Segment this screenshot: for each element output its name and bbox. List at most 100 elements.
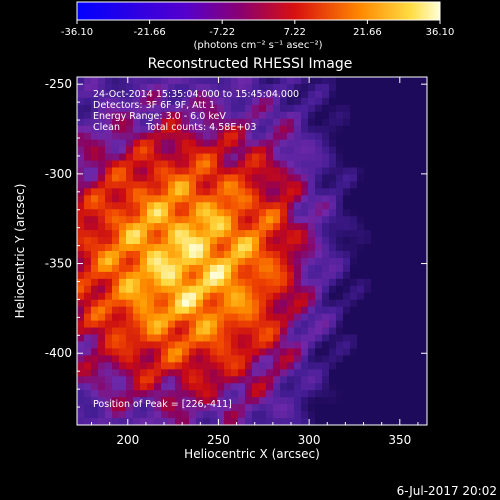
heatmap-cell [378, 125, 386, 134]
heatmap-cell [259, 118, 267, 127]
heatmap-cell [378, 376, 386, 384]
heatmap-cell [203, 264, 211, 273]
heatmap-cell [154, 160, 162, 168]
heatmap-cell [196, 181, 204, 189]
heatmap-cell [301, 90, 309, 99]
heatmap-cell [238, 348, 246, 356]
heatmap-cell [392, 306, 400, 315]
heatmap-cell [301, 313, 309, 321]
heatmap-cell [392, 118, 400, 127]
heatmap-cell [336, 411, 344, 419]
heatmap-cell [420, 348, 427, 356]
heatmap-cell [392, 348, 400, 356]
heatmap-cell [371, 83, 379, 92]
heatmap-cell [238, 223, 246, 231]
heatmap-cell [210, 376, 218, 384]
heatmap-cell [119, 348, 127, 356]
heatmap-cell [133, 132, 141, 141]
heatmap-cell [266, 383, 274, 391]
heatmap-cell [84, 341, 92, 349]
heatmap-cell [371, 237, 379, 245]
heatmap-cell [77, 411, 85, 419]
heatmap-cell [161, 369, 169, 377]
heatmap-cell [420, 83, 427, 92]
heatmap-cell [105, 97, 113, 106]
heatmap-cell [126, 77, 134, 85]
heatmap-cell [413, 285, 421, 294]
heatmap-cell [294, 313, 302, 321]
heatmap-cell [420, 327, 427, 335]
heatmap-cell [329, 278, 337, 287]
heatmap-cell [210, 341, 218, 349]
heatmap-cell [77, 97, 85, 106]
heatmap-cell [259, 376, 267, 384]
heatmap-cell [217, 181, 225, 189]
heatmap-cell [182, 97, 190, 106]
heatmap-cell [371, 404, 379, 412]
heatmap-cell [245, 188, 253, 196]
heatmap-cell [315, 83, 323, 92]
heatmap-cell [161, 292, 169, 301]
heatmap-cell [406, 90, 414, 99]
heatmap-cell [196, 216, 204, 224]
heatmap-cell [357, 139, 365, 147]
heatmap-cell [364, 230, 372, 238]
heatmap-cell [231, 369, 239, 377]
heatmap-cell [91, 355, 99, 363]
annotation-time-range: 24-Oct-2014 15:35:04.000 to 15:45:04.000 [93, 89, 299, 100]
heatmap-cell [217, 118, 225, 127]
heatmap-cell [322, 132, 330, 141]
heatmap-cell [203, 181, 211, 189]
heatmap-cell [112, 202, 120, 210]
heatmap-cell [266, 146, 274, 154]
heatmap-cell [210, 278, 218, 287]
heatmap-cell [210, 174, 218, 182]
heatmap-cell [350, 244, 358, 252]
heatmap-cell [357, 209, 365, 217]
heatmap-cell [301, 104, 309, 113]
heatmap-cell [119, 404, 127, 412]
heatmap-cell [350, 223, 358, 231]
heatmap-cell [224, 299, 232, 308]
heatmap-cell [105, 383, 113, 391]
heatmap-cell [294, 153, 302, 161]
heatmap-cell [266, 418, 274, 425]
heatmap-cell [196, 327, 204, 335]
heatmap-cell [329, 383, 337, 391]
heatmap-cell [161, 376, 169, 384]
heatmap-cell [112, 418, 120, 425]
heatmap-cell [245, 418, 253, 425]
heatmap-cell [329, 264, 337, 273]
heatmap-cell [357, 271, 365, 280]
heatmap-cell [245, 216, 253, 224]
heatmap-cell [413, 355, 421, 363]
heatmap-cell [98, 411, 106, 419]
heatmap-cell [294, 264, 302, 273]
heatmap-cell [140, 118, 148, 127]
heatmap-cell [182, 237, 190, 245]
heatmap-cell [322, 146, 330, 154]
heatmap-cell [91, 216, 99, 224]
heatmap-cell [252, 271, 260, 280]
heatmap-cell [266, 376, 274, 384]
heatmap-cell [364, 271, 372, 280]
heatmap-cell [119, 153, 127, 161]
heatmap-cell [203, 313, 211, 321]
heatmap-cell [399, 362, 407, 370]
heatmap-cell [133, 411, 141, 419]
heatmap-cell [371, 278, 379, 287]
heatmap-cell [154, 257, 162, 266]
heatmap-cell [238, 292, 246, 301]
heatmap-cell [315, 257, 323, 266]
heatmap-cell [357, 125, 365, 134]
heatmap-cell [350, 369, 358, 377]
heatmap-cell [252, 397, 260, 405]
heatmap-cell [140, 181, 148, 189]
heatmap-cell [378, 195, 386, 203]
heatmap-cell [280, 181, 288, 189]
heatmap-cell [91, 223, 99, 231]
heatmap-cell [133, 285, 141, 294]
heatmap-cell [315, 278, 323, 287]
heatmap-cell [231, 230, 239, 238]
heatmap-cell [266, 118, 274, 127]
